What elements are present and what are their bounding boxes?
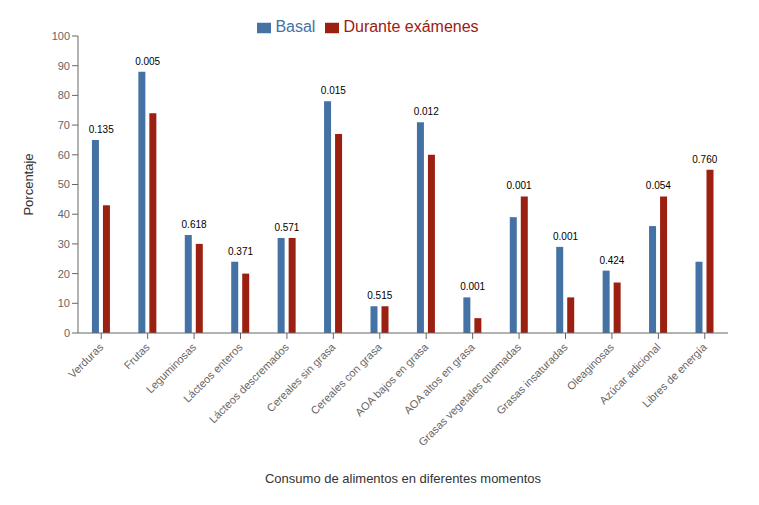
html-text:Basal: Basal <box>275 18 316 35</box>
svg-text:0.515: 0.515 <box>367 290 392 301</box>
svg-text:30: 30 <box>58 238 70 250</box>
svg-text:Consumo de alimentos en difere: Consumo de alimentos en diferentes momen… <box>265 471 542 486</box>
svg-text:40: 40 <box>58 208 70 220</box>
svg-text:80: 80 <box>58 89 70 101</box>
svg-text:0.012: 0.012 <box>414 106 439 117</box>
svg-text:0.424: 0.424 <box>599 255 624 266</box>
svg-text:0.015: 0.015 <box>321 85 346 96</box>
svg-text:Frutas: Frutas <box>121 340 152 371</box>
svg-text:0.135: 0.135 <box>89 124 114 135</box>
svg-text:0.001: 0.001 <box>553 231 578 242</box>
svg-text:Porcentaje: Porcentaje <box>21 153 36 215</box>
svg-text:10: 10 <box>58 297 70 309</box>
svg-text:0: 0 <box>64 327 70 339</box>
svg-text:Cereales con grasa: Cereales con grasa <box>308 340 384 417</box>
svg-text:Cereales sin grasa: Cereales sin grasa <box>264 340 338 415</box>
svg-text:Grasas vegetales quemadas: Grasas vegetales quemadas <box>415 340 524 449</box>
svg-text:Libres de energía: Libres de energía <box>640 340 710 410</box>
svg-text:0.005: 0.005 <box>135 56 160 67</box>
svg-text:AOA bajos en grasa: AOA bajos en grasa <box>352 340 431 419</box>
svg-text:Oleaginosas: Oleaginosas <box>564 340 616 392</box>
svg-text:0.760: 0.760 <box>692 154 717 165</box>
svg-text:Lácteos enteros: Lácteos enteros <box>180 340 245 405</box>
svg-text:100: 100 <box>52 30 70 42</box>
svg-text:0.571: 0.571 <box>274 222 299 233</box>
svg-text:0.001: 0.001 <box>460 281 485 292</box>
svg-text:20: 20 <box>58 268 70 280</box>
svg-text:Leguminosas: Leguminosas <box>143 340 199 396</box>
svg-text:AOA altos en grasa: AOA altos en grasa <box>401 340 477 417</box>
svg-text:90: 90 <box>58 60 70 72</box>
svg-text:0.371: 0.371 <box>228 246 253 257</box>
svg-text:0.001: 0.001 <box>507 180 532 191</box>
html-text:Durante exámenes: Durante exámenes <box>343 18 479 35</box>
svg-text:Verduras: Verduras <box>66 340 106 380</box>
svg-text:0.618: 0.618 <box>182 219 207 230</box>
svg-text:Grasas insaturadas: Grasas insaturadas <box>494 340 570 416</box>
svg-text:70: 70 <box>58 119 70 131</box>
svg-text:50: 50 <box>58 178 70 190</box>
svg-text:60: 60 <box>58 149 70 161</box>
svg-text:0.054: 0.054 <box>646 180 671 191</box>
svg-text:Lácteos descremados: Lácteos descremados <box>207 340 292 425</box>
svg-text:Azúcar adicional: Azúcar adicional <box>597 340 663 407</box>
